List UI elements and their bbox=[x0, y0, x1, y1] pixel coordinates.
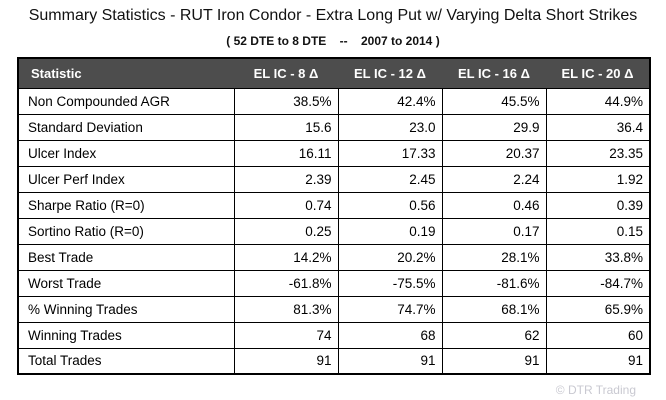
cell-value: 74 bbox=[233, 321, 339, 349]
cell-value: 68.1% bbox=[441, 295, 547, 323]
table-row: Worst Trade -61.8% -75.5% -81.6% -84.7% bbox=[17, 269, 651, 297]
cell-value: 2.45 bbox=[337, 165, 443, 193]
cell-value: -75.5% bbox=[337, 269, 443, 297]
cell-value: 0.39 bbox=[545, 191, 651, 219]
cell-value: 91 bbox=[545, 347, 651, 375]
cell-value: 60 bbox=[545, 321, 651, 349]
cell-value: 2.24 bbox=[441, 165, 547, 193]
cell-value: 0.46 bbox=[441, 191, 547, 219]
cell-value: 68 bbox=[337, 321, 443, 349]
row-label: Ulcer Perf Index bbox=[17, 165, 235, 193]
column-header-el-ic-16: EL IC - 16 Δ bbox=[442, 58, 546, 88]
cell-value: 0.17 bbox=[441, 217, 547, 245]
table-row: Sortino Ratio (R=0) 0.25 0.19 0.17 0.15 bbox=[17, 217, 651, 245]
cell-value: -81.6% bbox=[441, 269, 547, 297]
copyright-credit: © DTR Trading bbox=[555, 383, 636, 397]
column-header-el-ic-20: EL IC - 20 Δ bbox=[546, 58, 650, 88]
cell-value: 91 bbox=[337, 347, 443, 375]
cell-value: 28.1% bbox=[441, 243, 547, 271]
cell-value: 23.0 bbox=[337, 113, 443, 141]
column-header-el-ic-8: EL IC - 8 Δ bbox=[234, 58, 338, 88]
cell-value: 16.11 bbox=[233, 139, 339, 167]
cell-value: 36.4 bbox=[545, 113, 651, 141]
row-label: Winning Trades bbox=[17, 321, 235, 349]
cell-value: 20.37 bbox=[441, 139, 547, 167]
row-label: Best Trade bbox=[17, 243, 235, 271]
cell-value: -61.8% bbox=[233, 269, 339, 297]
cell-value: 23.35 bbox=[545, 139, 651, 167]
cell-value: 45.5% bbox=[441, 87, 547, 115]
table-row: Ulcer Index 16.11 17.33 20.37 23.35 bbox=[17, 139, 651, 167]
column-header-statistic: Statistic bbox=[18, 58, 234, 88]
cell-value: 33.8% bbox=[545, 243, 651, 271]
row-label: Sharpe Ratio (R=0) bbox=[17, 191, 235, 219]
cell-value: 2.39 bbox=[233, 165, 339, 193]
table-row: % Winning Trades 81.3% 74.7% 68.1% 65.9% bbox=[17, 295, 651, 323]
cell-value: 15.6 bbox=[233, 113, 339, 141]
cell-value: 0.15 bbox=[545, 217, 651, 245]
row-label: Total Trades bbox=[17, 347, 235, 375]
cell-value: 17.33 bbox=[337, 139, 443, 167]
cell-value: 65.9% bbox=[545, 295, 651, 323]
cell-value: 74.7% bbox=[337, 295, 443, 323]
cell-value: 1.92 bbox=[545, 165, 651, 193]
cell-value: 14.2% bbox=[233, 243, 339, 271]
cell-value: 44.9% bbox=[545, 87, 651, 115]
table-row: Standard Deviation 15.6 23.0 29.9 36.4 bbox=[17, 113, 651, 141]
page-subtitle: ( 52 DTE to 8 DTE -- 2007 to 2014 ) bbox=[226, 34, 440, 48]
row-label: Sortino Ratio (R=0) bbox=[17, 217, 235, 245]
table-row: Sharpe Ratio (R=0) 0.74 0.56 0.46 0.39 bbox=[17, 191, 651, 219]
row-label: Ulcer Index bbox=[17, 139, 235, 167]
table-header-row: Statistic EL IC - 8 Δ EL IC - 12 Δ EL IC… bbox=[18, 58, 650, 88]
page-title: Summary Statistics - RUT Iron Condor - E… bbox=[28, 7, 638, 24]
table-row: Ulcer Perf Index 2.39 2.45 2.24 1.92 bbox=[17, 165, 651, 193]
cell-value: 20.2% bbox=[337, 243, 443, 271]
summary-statistics-table: Statistic EL IC - 8 Δ EL IC - 12 Δ EL IC… bbox=[17, 57, 651, 375]
cell-value: 0.19 bbox=[337, 217, 443, 245]
cell-value: 42.4% bbox=[337, 87, 443, 115]
cell-value: 91 bbox=[233, 347, 339, 375]
row-label: Worst Trade bbox=[17, 269, 235, 297]
table-row: Winning Trades 74 68 62 60 bbox=[17, 321, 651, 349]
cell-value: 0.74 bbox=[233, 191, 339, 219]
table-row: Total Trades 91 91 91 91 bbox=[17, 347, 651, 375]
row-label: Standard Deviation bbox=[17, 113, 235, 141]
cell-value: 29.9 bbox=[441, 113, 547, 141]
cell-value: 81.3% bbox=[233, 295, 339, 323]
cell-value: 38.5% bbox=[233, 87, 339, 115]
table-row: Non Compounded AGR 38.5% 42.4% 45.5% 44.… bbox=[17, 87, 651, 115]
cell-value: 91 bbox=[441, 347, 547, 375]
row-label: Non Compounded AGR bbox=[17, 87, 235, 115]
table-row: Best Trade 14.2% 20.2% 28.1% 33.8% bbox=[17, 243, 651, 271]
row-label: % Winning Trades bbox=[17, 295, 235, 323]
cell-value: -84.7% bbox=[545, 269, 651, 297]
cell-value: 0.25 bbox=[233, 217, 339, 245]
column-header-el-ic-12: EL IC - 12 Δ bbox=[338, 58, 442, 88]
cell-value: 0.56 bbox=[337, 191, 443, 219]
cell-value: 62 bbox=[441, 321, 547, 349]
